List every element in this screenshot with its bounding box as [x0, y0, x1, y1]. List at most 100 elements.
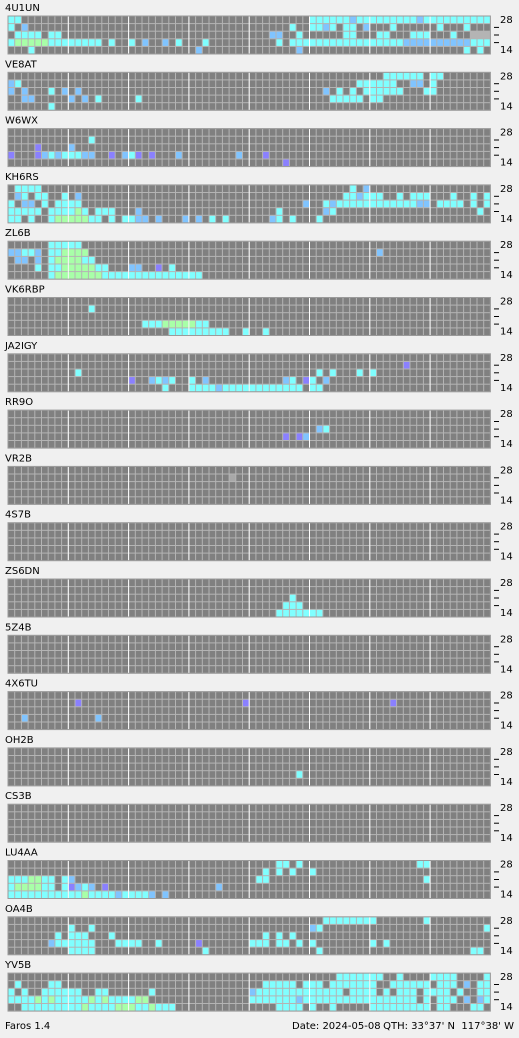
signal-cell: [82, 208, 88, 215]
signal-cell: [450, 215, 457, 223]
signal-cell: [484, 144, 490, 151]
signal-cell: [403, 466, 410, 474]
signal-cell: [276, 369, 283, 377]
signal-cell: [196, 433, 202, 440]
signal-cell: [222, 24, 229, 31]
signal-cell: [477, 313, 484, 320]
signal-cell: [135, 377, 142, 384]
signal-cell: [390, 369, 397, 377]
signal-cell: [155, 714, 162, 722]
signal-cell: [437, 46, 443, 54]
signal-cell: [209, 538, 216, 545]
signal-cell: [8, 651, 15, 658]
signal-cell: [236, 410, 242, 418]
signal-cell: [437, 320, 443, 328]
signal-cell: [263, 497, 269, 504]
signal-cell: [423, 482, 430, 489]
signal-cell: [363, 159, 370, 167]
signal-cell: [276, 433, 283, 440]
signal-cell: [363, 418, 370, 425]
signal-cell: [202, 249, 209, 256]
signal-cell: [450, 692, 457, 699]
signal-cell: [437, 298, 443, 305]
signal-cell: [296, 354, 303, 361]
signal-cell: [149, 692, 155, 699]
signal-cell: [330, 264, 336, 272]
signal-cell: [276, 159, 283, 167]
signal-cell: [122, 699, 129, 707]
signal-cell: [249, 264, 256, 272]
signal-cell: [370, 579, 376, 587]
signal-cell: [303, 602, 309, 609]
signal-cell: [323, 24, 330, 31]
signal-cell: [249, 748, 256, 755]
signal-cell: [410, 328, 417, 335]
signal-cell: [323, 523, 330, 530]
signal-cell: [356, 354, 363, 361]
signal-cell: [68, 692, 75, 699]
signal-cell: [21, 425, 28, 433]
signal-cell: [390, 714, 397, 722]
signal-cell: [403, 185, 410, 192]
signal-cell: [444, 523, 450, 530]
signal-cell: [88, 95, 95, 103]
signal-cell: [444, 88, 450, 95]
signal-cell: [343, 384, 350, 392]
signal-cell: [95, 722, 102, 730]
signal-cell: [263, 594, 269, 602]
signal-cell: [323, 466, 330, 474]
signal-cell: [450, 208, 457, 215]
signal-cell: [109, 466, 115, 474]
signal-cell: [209, 418, 216, 425]
signal-cell: [343, 433, 350, 440]
signal-cell: [129, 95, 135, 103]
signal-cell: [256, 298, 263, 305]
signal-cell: [196, 129, 202, 136]
signal-cell: [283, 666, 289, 673]
signal-cell: [75, 136, 82, 144]
signal-cell: [88, 594, 95, 602]
signal-cell: [48, 103, 55, 110]
signal-cell: [470, 159, 477, 167]
signal-cell: [397, 103, 403, 110]
signal-cell: [95, 666, 102, 673]
signal-cell: [323, 361, 330, 369]
signal-cell: [296, 31, 303, 39]
signal-cell: [95, 658, 102, 666]
signal-cell: [303, 722, 309, 730]
signal-cell: [176, 722, 182, 730]
signal-cell: [430, 39, 437, 46]
signal-cell: [256, 313, 263, 320]
signal-cell: [303, 215, 309, 223]
signal-cell: [330, 136, 336, 144]
signal-cell: [222, 466, 229, 474]
signal-cell: [323, 418, 330, 425]
signal-cell: [437, 474, 443, 482]
signal-cell: [403, 256, 410, 264]
signal-cell: [423, 328, 430, 335]
signal-cell: [189, 39, 196, 46]
signal-cell: [216, 489, 222, 497]
signal-cell: [336, 193, 343, 200]
signal-cell: [142, 129, 149, 136]
signal-cell: [42, 748, 48, 755]
signal-cell: [464, 208, 470, 215]
signal-cell: [249, 151, 256, 159]
signal-cell: [303, 264, 309, 272]
signal-cell: [229, 546, 236, 553]
signal-cell: [68, 144, 75, 151]
signal-cell: [336, 425, 343, 433]
signal-cell: [450, 193, 457, 200]
signal-cell: [182, 39, 189, 46]
signal-cell: [196, 80, 202, 87]
signal-cell: [457, 72, 464, 80]
signal-cell: [470, 546, 477, 553]
signal-cell: [263, 369, 269, 377]
signal-cell: [102, 313, 108, 320]
signal-cell: [423, 103, 430, 110]
signal-cell: [162, 200, 169, 208]
signal-cell: [343, 200, 350, 208]
signal-cell: [182, 489, 189, 497]
signal-cell: [62, 433, 68, 440]
signal-cell: [28, 474, 35, 482]
